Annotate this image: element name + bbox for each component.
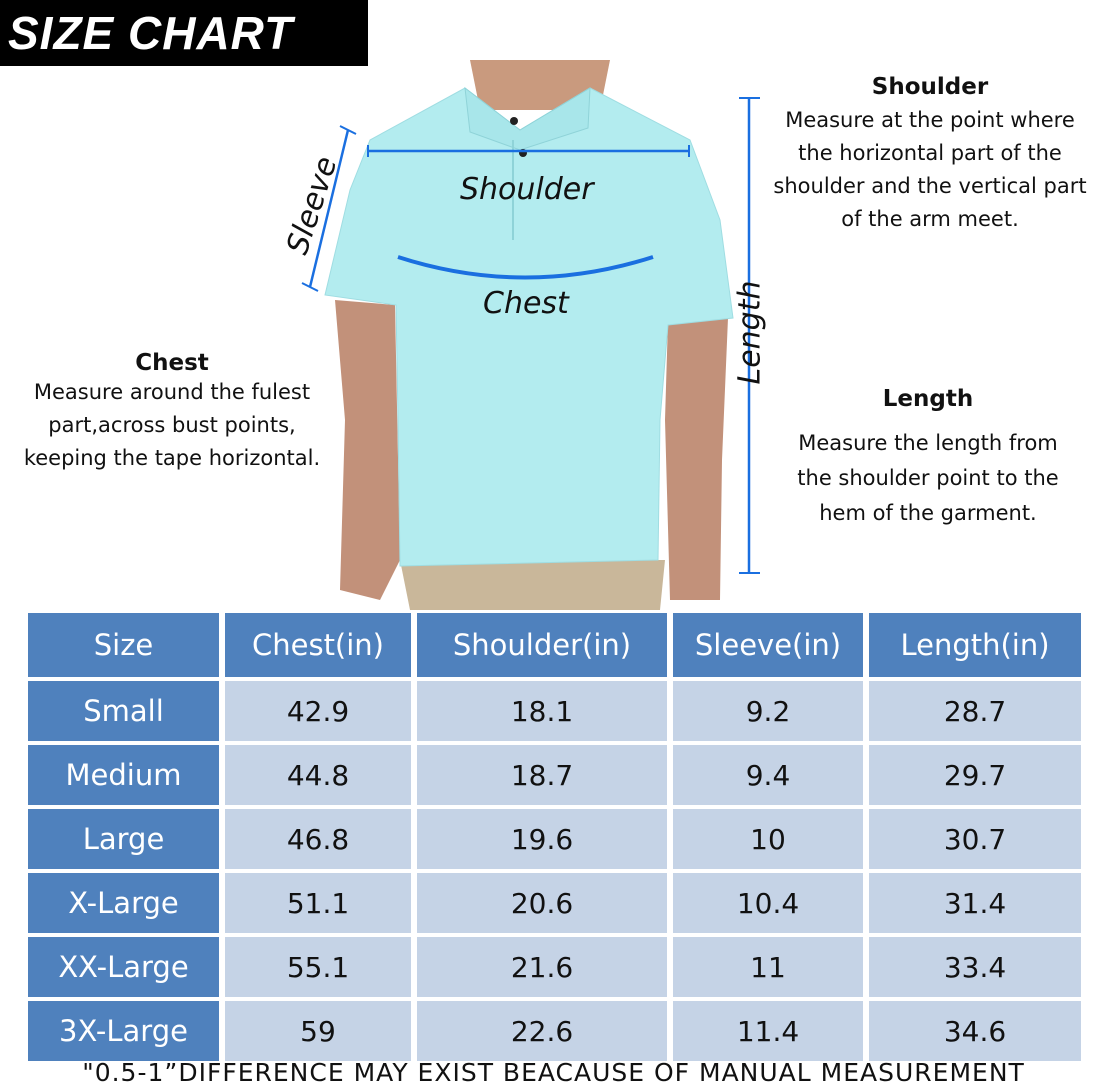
shoulder-description: Shoulder Measure at the point where the … [740, 74, 1107, 236]
column-header: Shoulder(in) [417, 613, 667, 677]
chest-description: Chest Measure around the fulest part,acr… [0, 350, 344, 475]
model-left-arm [335, 300, 400, 600]
table-row: Medium 44.8 18.7 9.4 29.7 [28, 745, 1081, 805]
desc-line: the horizontal part of the [798, 141, 1062, 165]
desc-line: the shoulder point to the [797, 466, 1059, 490]
measurement-cell: 51.1 [225, 873, 411, 933]
desc-line: Measure the length from [798, 431, 1058, 455]
table-row: Large 46.8 19.6 10 30.7 [28, 809, 1081, 869]
measurement-cell: 18.1 [417, 681, 667, 741]
column-header: Sleeve(in) [673, 613, 863, 677]
length-description: Length Measure the length from the shoul… [758, 386, 1098, 531]
shoulder-label: Shoulder [460, 172, 594, 207]
chest-label: Chest [483, 286, 569, 321]
desc-line: keeping the tape horizontal. [23, 446, 321, 470]
size-table: Size Chest(in) Shoulder(in) Sleeve(in) L… [22, 609, 1087, 1065]
measurement-cell: 59 [225, 1001, 411, 1061]
table-header-row: Size Chest(in) Shoulder(in) Sleeve(in) L… [28, 613, 1081, 677]
measurement-footnote: "0.5-1”DIFFERENCE MAY EXIST BEACAUSE OF … [82, 1058, 1025, 1087]
column-header: Size [28, 613, 219, 677]
shirt-collar [464, 86, 591, 151]
measurement-cell: 28.7 [869, 681, 1081, 741]
size-chart-title: SIZE CHART [0, 0, 368, 66]
chest-measure-line [397, 255, 654, 280]
shoulder-heading: Shoulder [871, 74, 989, 100]
measurement-cell: 10 [673, 809, 863, 869]
size-cell: Medium [28, 745, 219, 805]
shirt-button [510, 117, 518, 125]
measurement-cell: 30.7 [869, 809, 1081, 869]
measurement-cell: 31.4 [869, 873, 1081, 933]
shirt-diagram [301, 60, 760, 610]
measurement-cell: 33.4 [869, 937, 1081, 997]
chest-heading: Chest [135, 350, 209, 376]
polo-shirt [324, 87, 734, 567]
table-row: 3X-Large 59 22.6 11.4 34.6 [28, 1001, 1081, 1061]
measurement-cell: 46.8 [225, 809, 411, 869]
desc-line: part,across bust points, [48, 413, 296, 437]
size-cell: Large [28, 809, 219, 869]
measurement-cell: 9.4 [673, 745, 863, 805]
desc-line: hem of the garment. [819, 501, 1037, 525]
desc-line: shoulder and the vertical part [773, 174, 1087, 198]
column-header: Length(in) [869, 613, 1081, 677]
measurement-cell: 10.4 [673, 873, 863, 933]
measurement-cell: 21.6 [417, 937, 667, 997]
model-right-arm [665, 318, 728, 600]
measurement-cell: 9.2 [673, 681, 863, 741]
length-heading: Length [882, 386, 974, 412]
measurement-cell: 29.7 [869, 745, 1081, 805]
sleeve-measure-line [308, 129, 350, 288]
desc-line: of the arm meet. [841, 207, 1019, 231]
model-pants [400, 560, 665, 610]
size-cell: Small [28, 681, 219, 741]
measurement-cell: 11.4 [673, 1001, 863, 1061]
size-cell: XX-Large [28, 937, 219, 997]
measurement-cell: 22.6 [417, 1001, 667, 1061]
size-cell: 3X-Large [28, 1001, 219, 1061]
table-row: Small 42.9 18.1 9.2 28.7 [28, 681, 1081, 741]
measurement-cell: 42.9 [225, 681, 411, 741]
table-row: XX-Large 55.1 21.6 11 33.4 [28, 937, 1081, 997]
measurement-cell: 11 [673, 937, 863, 997]
measurement-cell: 34.6 [869, 1001, 1081, 1061]
length-label: Length [732, 280, 768, 385]
size-cell: X-Large [28, 873, 219, 933]
measurement-cell: 18.7 [417, 745, 667, 805]
desc-line: Measure at the point where [785, 108, 1075, 132]
measurement-cell: 19.6 [417, 809, 667, 869]
measurement-cell: 55.1 [225, 937, 411, 997]
table-row: X-Large 51.1 20.6 10.4 31.4 [28, 873, 1081, 933]
measurement-cell: 20.6 [417, 873, 667, 933]
desc-line: Measure around the fulest [33, 380, 311, 404]
column-header: Chest(in) [225, 613, 411, 677]
measurement-cell: 44.8 [225, 745, 411, 805]
